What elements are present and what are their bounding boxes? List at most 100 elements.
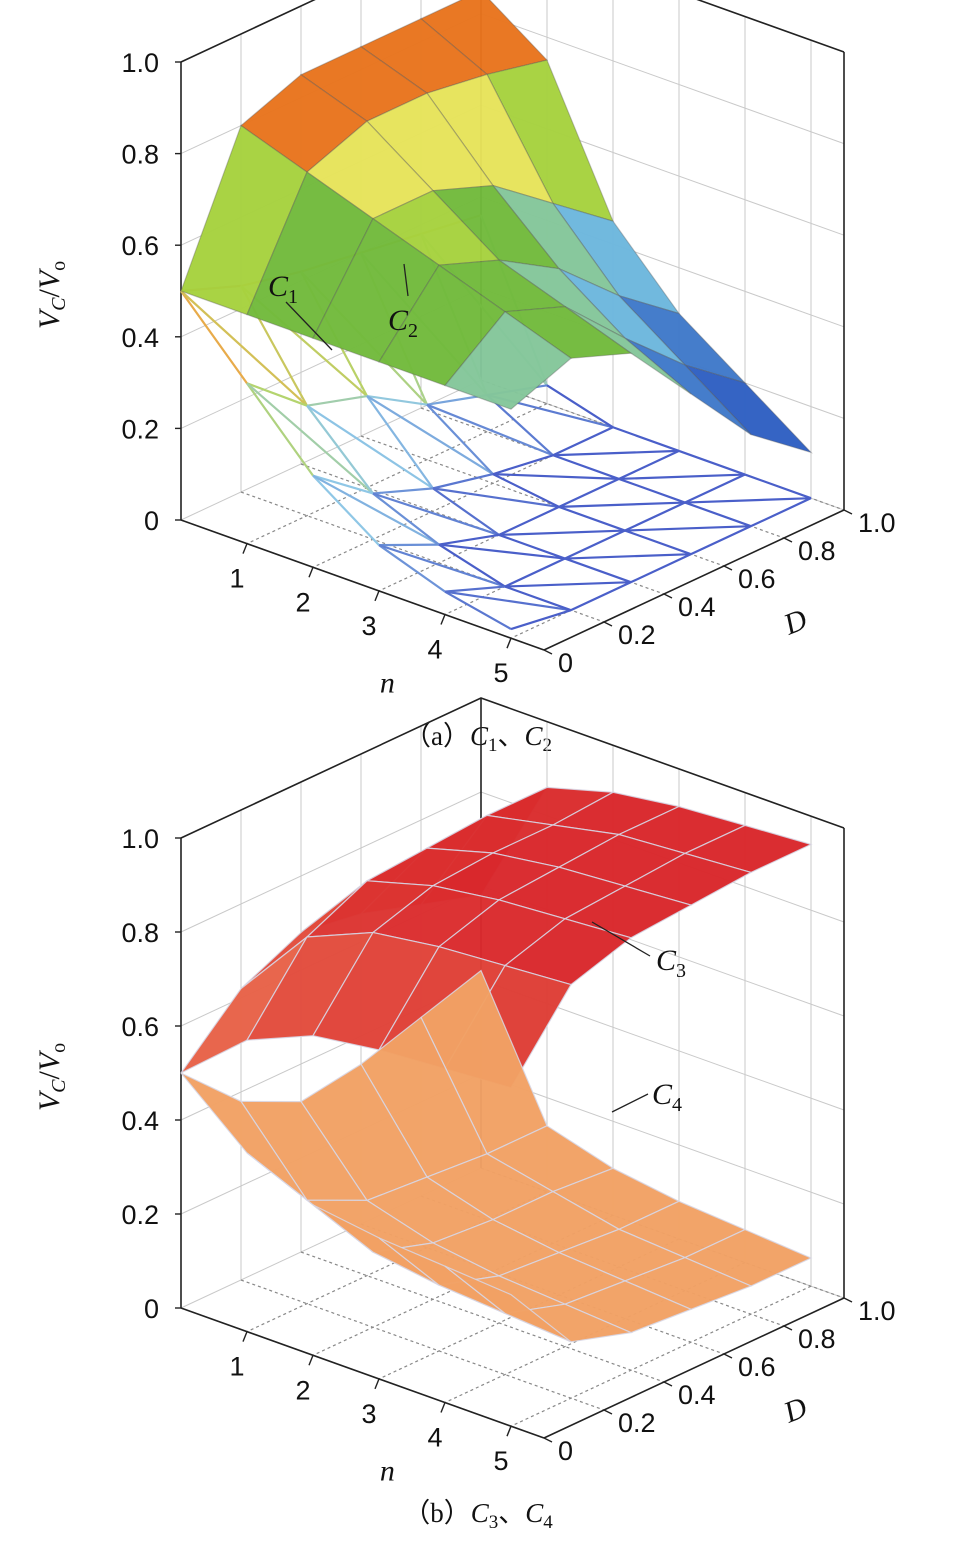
wire-segment xyxy=(246,382,314,477)
z-tick-label: 1.0 xyxy=(121,824,159,854)
wire-segment xyxy=(378,543,440,547)
wire-segment xyxy=(552,426,614,457)
wire-segment xyxy=(372,492,500,536)
wire-segment xyxy=(624,529,692,556)
wire-segment xyxy=(378,544,506,588)
text-part: 1 xyxy=(229,1352,244,1382)
wire-segment xyxy=(498,533,566,560)
floor-gridline xyxy=(300,1251,665,1383)
d-tick-mark xyxy=(843,509,853,515)
n-tick-label: 5 xyxy=(493,1446,508,1476)
d-tick-mark xyxy=(663,1381,673,1387)
text-part: V xyxy=(33,267,66,289)
wire-segment xyxy=(546,384,614,429)
d-ticks: 0 0.2 0.4 0.6 0.8 1.0 xyxy=(543,1296,896,1466)
wire-segment xyxy=(432,473,494,490)
text-part: 0 xyxy=(558,648,573,678)
n-tick-mark xyxy=(506,1425,512,1437)
wire-segment xyxy=(366,395,434,490)
wire-segment xyxy=(246,382,374,495)
n-tick-label: 3 xyxy=(361,611,376,641)
n-axis-line xyxy=(180,1307,545,1439)
n-tick-label: 1 xyxy=(229,564,244,594)
text-part: 、 xyxy=(497,721,524,751)
d-tick-label: 1.0 xyxy=(858,508,896,538)
z-axis-label: VC/Vo xyxy=(33,261,70,329)
text-part: C xyxy=(656,944,677,977)
series-label-c1: C1 xyxy=(268,270,298,308)
wire-segment xyxy=(612,426,680,452)
series-c4 xyxy=(180,969,813,1343)
annotation-leader xyxy=(591,921,651,957)
wire-segment xyxy=(426,403,554,457)
annotation-leader xyxy=(611,1093,649,1113)
text-part: 0.6 xyxy=(738,1352,776,1382)
text-part: 0.6 xyxy=(121,1012,159,1042)
wire-segment xyxy=(618,477,686,504)
text-part: 3 xyxy=(676,960,686,982)
z-tick-label: 0.4 xyxy=(121,1106,159,1136)
surface-cell xyxy=(683,363,813,454)
wire-segment xyxy=(432,487,500,536)
text-part: D xyxy=(778,1391,812,1430)
text-part: C xyxy=(524,721,543,751)
z-tick-label: 0.6 xyxy=(121,1012,159,1042)
wire-segment xyxy=(684,501,752,528)
wire-segment xyxy=(438,543,506,588)
n-tick-label: 4 xyxy=(427,1423,442,1453)
n-tick-label: 5 xyxy=(493,658,508,688)
z-ticks: 0 0.2 0.4 0.6 0.8 1.0 xyxy=(121,48,181,536)
d-axis-line xyxy=(543,509,845,651)
d-axis-line xyxy=(543,1297,845,1439)
d-tick-mark xyxy=(843,1297,853,1303)
text-part: C xyxy=(388,304,409,337)
wire-segment xyxy=(504,557,566,588)
d-tick-mark xyxy=(543,649,553,655)
z-tick-label: 0.2 xyxy=(121,1200,159,1230)
wire-segment xyxy=(444,590,512,630)
n-tick-label: 2 xyxy=(295,587,310,617)
wire-segment xyxy=(444,585,506,593)
text-part: C xyxy=(470,721,489,751)
floor-gridline xyxy=(246,403,548,545)
floor-gridline xyxy=(510,1285,812,1427)
d-tick-label: 1.0 xyxy=(858,1296,896,1326)
wire-segment xyxy=(750,497,812,528)
wire-segment xyxy=(306,405,374,495)
text-part: 0.2 xyxy=(121,1200,159,1230)
wire-segment xyxy=(552,449,680,457)
text-part: 5 xyxy=(493,1446,508,1476)
text-part: 2 xyxy=(295,1375,310,1405)
d-tick-label: 0.6 xyxy=(738,1352,776,1382)
wire-segment xyxy=(618,449,680,480)
text-part: V xyxy=(33,1049,66,1071)
text-part: 4 xyxy=(427,635,442,665)
wire-segment xyxy=(372,487,434,495)
wire-segment xyxy=(486,394,554,457)
wire-segment xyxy=(312,474,374,495)
wire-segment xyxy=(552,454,620,480)
d-tick-label: 0 xyxy=(558,648,573,678)
text-part: （b） xyxy=(403,1498,471,1528)
d-tick-label: 0 xyxy=(558,1436,573,1466)
text-part: 2 xyxy=(408,320,418,342)
wire-segment xyxy=(378,544,446,593)
n-tick-mark xyxy=(308,1355,314,1366)
text-part: 0.8 xyxy=(121,140,159,170)
n-tick-mark xyxy=(440,614,446,625)
wire-segment xyxy=(366,394,428,406)
wire-segment xyxy=(684,473,746,504)
wire-segment xyxy=(432,487,560,508)
text-part: C xyxy=(268,270,289,303)
d-tick-mark xyxy=(603,621,613,627)
text-part: 1 xyxy=(288,286,298,308)
wire-segment xyxy=(504,581,632,588)
floor-gridline xyxy=(240,1279,605,1411)
panel-caption: （a）C1、C2 xyxy=(404,721,552,756)
wire-segment xyxy=(564,529,626,560)
wire-segment xyxy=(558,505,626,532)
d-tick-mark xyxy=(603,1409,613,1415)
text-part: 1.0 xyxy=(121,48,159,78)
text-part: 5 xyxy=(493,658,508,688)
text-part: 4 xyxy=(672,1094,682,1116)
